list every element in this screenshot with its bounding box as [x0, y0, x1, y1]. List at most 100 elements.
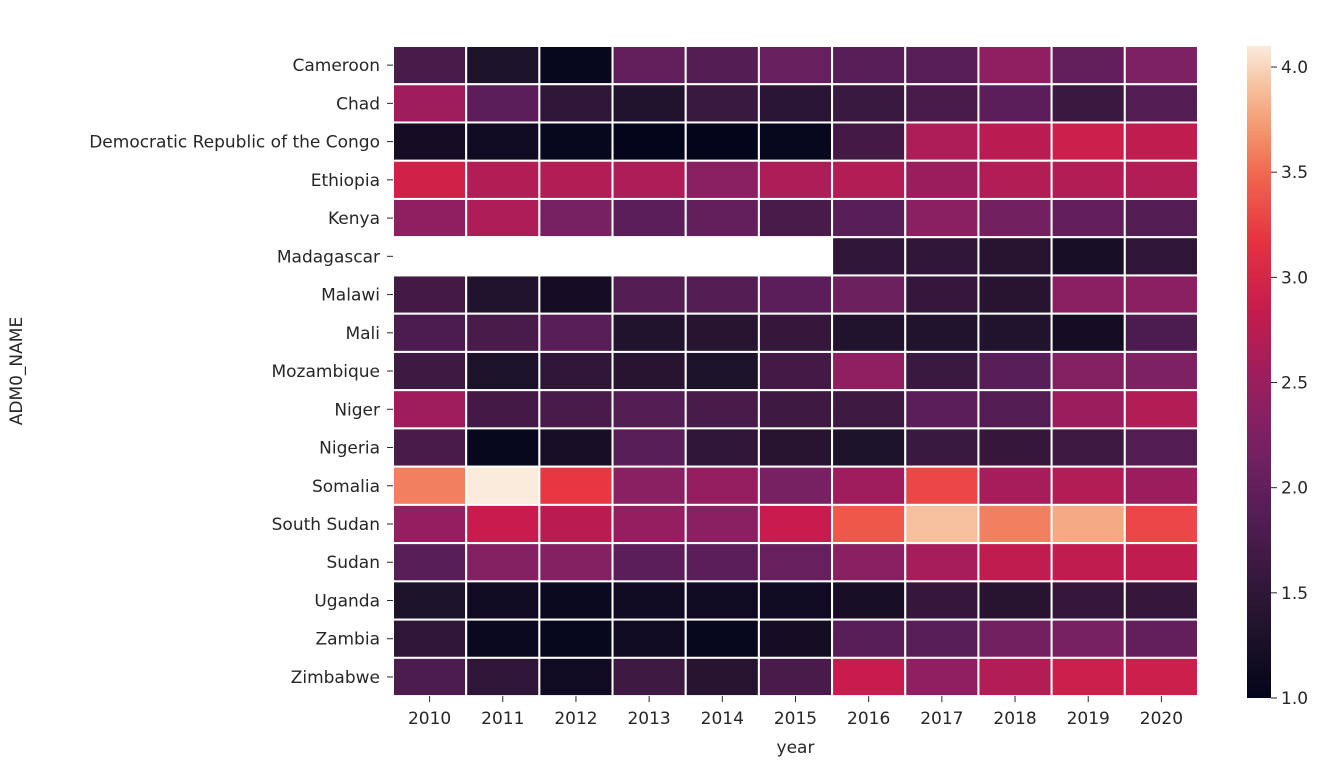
colorbar-tick-label: 1.5: [1281, 584, 1308, 604]
heatmap-cell: [757, 197, 834, 239]
heatmap-cell: [538, 656, 614, 698]
heatmap-cell: [538, 312, 614, 353]
y-tick-label: Madagascar: [277, 247, 380, 267]
heatmap-cell: [904, 465, 980, 506]
heatmap-cell: [904, 197, 980, 239]
heatmap-cell: [977, 618, 1053, 659]
heatmap-cell: [392, 389, 468, 430]
colorbar-ticks-layer: 1.0 1.5 2.0 2.5 3.0 3.5 4.0: [1271, 58, 1308, 709]
y-tick-label: Somalia: [312, 477, 380, 497]
heatmap-cell: [1123, 465, 1199, 506]
heatmap-cell: [684, 350, 760, 392]
heatmap-cell: [465, 580, 541, 621]
heatmap-cell: [1123, 350, 1199, 392]
heatmap-cell: [1123, 274, 1199, 315]
colorbar-tick-label: 2.5: [1281, 374, 1308, 394]
heatmap-cell: [684, 656, 760, 698]
heatmap-cell: [611, 618, 687, 659]
heatmap-cell: [757, 503, 834, 545]
heatmap-cell: [757, 45, 834, 86]
x-tick-label: 2018: [993, 709, 1036, 729]
heatmap-cell: [757, 274, 834, 315]
heatmap-cell: [611, 83, 687, 124]
heatmap-cell: [831, 618, 907, 659]
heatmap-cell: [757, 159, 834, 200]
heatmap-cell: [831, 350, 907, 392]
heatmap-cell: [1050, 197, 1126, 239]
heatmap-cell: [904, 45, 980, 86]
heatmap-cell: [465, 503, 541, 545]
heatmap-cell: [831, 465, 907, 506]
heatmap-cell: [538, 236, 614, 277]
heatmap-cell: [392, 427, 468, 468]
heatmap-cell: [831, 159, 907, 200]
heatmap-cell: [977, 83, 1053, 124]
heatmap-cell: [1050, 465, 1126, 506]
y-tick-label: Cameroon: [293, 56, 381, 76]
heatmap-cell: [1050, 159, 1126, 200]
heatmap-cell: [831, 580, 907, 621]
heatmap-cell: [1050, 350, 1126, 392]
x-ticks-layer: 2010 2011 2012 2013 2014 2015 2016 2017 2018 2019…: [408, 696, 1183, 729]
y-tick-label: Zambia: [315, 630, 380, 650]
colorbar-tick-label: 3.0: [1281, 268, 1308, 288]
colorbar-tick-label: 1.0: [1281, 689, 1308, 709]
heatmap-cell: [904, 618, 980, 659]
y-tick-label: Uganda: [314, 591, 380, 611]
y-tick-label: Mali: [345, 324, 380, 344]
heatmap-cell: [904, 503, 980, 545]
heatmap-cell: [465, 542, 541, 583]
heatmap-cell: [538, 350, 614, 392]
y-tick-label: Mozambique: [271, 362, 380, 382]
y-tick-label: Malawi: [321, 286, 380, 306]
colorbar-tick-label: 4.0: [1281, 58, 1308, 78]
heatmap-cell: [977, 465, 1053, 506]
heatmap-cell: [1123, 197, 1199, 239]
heatmap-cell: [977, 389, 1053, 430]
heatmap-cell: [538, 83, 614, 124]
heatmap-cell: [831, 83, 907, 124]
x-tick-label: 2014: [701, 709, 744, 729]
heatmap-cell: [684, 236, 760, 277]
heatmap-cell: [1050, 274, 1126, 315]
heatmap-cell: [611, 465, 687, 506]
heatmap-cell: [904, 542, 980, 583]
heatmap-cell: [831, 542, 907, 583]
heatmap-cell: [465, 465, 541, 506]
y-tick-label: Sudan: [326, 553, 380, 573]
heatmap-cell: [1123, 45, 1199, 86]
heatmap-cell: [392, 503, 468, 545]
heatmap-cell: [392, 159, 468, 200]
heatmap-cell: [684, 197, 760, 239]
heatmap-cell: [538, 389, 614, 430]
heatmap-cell: [1050, 45, 1126, 86]
heatmap-cell: [904, 580, 980, 621]
heatmap-cell: [611, 427, 687, 468]
heatmap-cell: [977, 312, 1053, 353]
heatmap-cell: [538, 45, 614, 86]
heatmap-cell: [904, 389, 980, 430]
heatmap-cell: [1123, 236, 1199, 277]
heatmap-cell: [465, 312, 541, 353]
heatmap-cell: [1123, 503, 1199, 545]
heatmap-cell: [831, 236, 907, 277]
colorbar-tick-label: 2.0: [1281, 479, 1308, 499]
heatmap-cell: [904, 312, 980, 353]
heatmap-cell: [465, 618, 541, 659]
heatmap-cell: [977, 274, 1053, 315]
heatmap-cell: [831, 656, 907, 698]
heatmap-cell: [757, 656, 834, 698]
heatmap-cell: [684, 274, 760, 315]
x-tick-label: 2017: [920, 709, 963, 729]
heatmap-cell: [465, 197, 541, 239]
heatmap-cell: [904, 236, 980, 277]
heatmap-cell: [1123, 656, 1199, 698]
heatmap-cell: [757, 618, 834, 659]
heatmap-cell: [392, 197, 468, 239]
x-tick-label: 2020: [1140, 709, 1183, 729]
heatmap-cell: [904, 274, 980, 315]
heatmap-cell: [392, 45, 468, 86]
heatmap-cell: [465, 389, 541, 430]
heatmap-cell: [684, 427, 760, 468]
